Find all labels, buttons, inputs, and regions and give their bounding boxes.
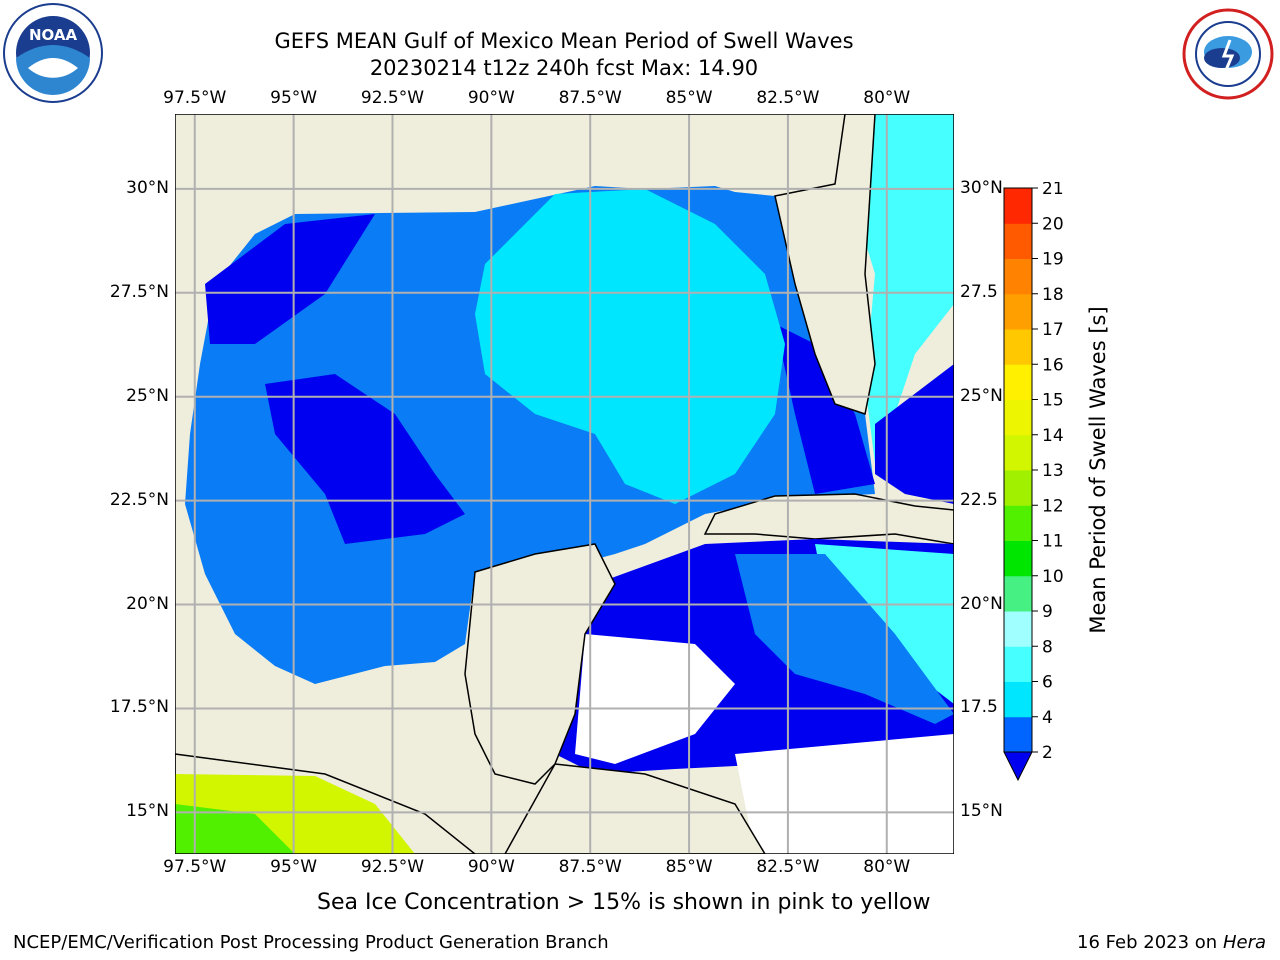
noaa-logo-text: NOAA [29, 26, 78, 44]
footer-credit: NCEP/EMC/Verification Post Processing Pr… [13, 932, 609, 953]
colorbar-tick-label: 8 [1042, 637, 1053, 657]
chart-subtitle: 20230214 t12z 240h fcst Max: 14.90 [369, 56, 759, 80]
lat-label-left: 27.5°N [109, 281, 169, 302]
lat-label-right: 25°N [960, 385, 1003, 406]
colorbar-label: Mean Period of Swell Waves [s] [1086, 306, 1110, 634]
colorbar-segment [1004, 611, 1032, 647]
colorbar-tick-label: 19 [1042, 250, 1064, 270]
caribbean-light [735, 554, 954, 724]
lat-label-right: 17.5 [960, 697, 998, 718]
missing-area [575, 634, 735, 764]
lat-label-left: 25°N [126, 385, 169, 406]
colorbar-segment [1004, 188, 1032, 224]
deep-blue-zone [775, 324, 875, 494]
lat-label-left: 15°N [126, 801, 169, 822]
lat-label-left: 22.5°N [109, 489, 169, 510]
colorbar-tick-label: 6 [1042, 673, 1053, 693]
sea-ice-caption: Sea Ice Concentration > 15% is shown in … [317, 890, 931, 915]
map-panel [175, 114, 954, 854]
lon-label-top: 90°W [467, 88, 515, 108]
colorbar-tick-label: 10 [1042, 567, 1064, 587]
colorbar-tick-label: 15 [1042, 391, 1064, 411]
colorbar-segment [1004, 364, 1032, 400]
lat-label-left: 30°N [126, 177, 169, 198]
colorbar-segment [1004, 223, 1032, 259]
colorbar-segment [1004, 505, 1032, 541]
lon-label-bottom: 90°W [467, 857, 515, 877]
lat-label-right: 22.5 [960, 489, 998, 510]
lon-label-top: 95°W [270, 88, 318, 108]
lon-label-bottom: 80°W [863, 857, 911, 877]
colorbar-extend-arrow [1003, 751, 1033, 782]
lon-label-bottom: 97.5°W [163, 857, 227, 877]
lat-label-right: 15°N [960, 801, 1003, 822]
colorbar-tick-label: 14 [1042, 426, 1064, 446]
colorbar-tick-label: 17 [1042, 320, 1064, 340]
lon-label-top: 87.5°W [558, 88, 622, 108]
lon-label-top: 82.5°W [756, 88, 820, 108]
lon-label-bottom: 92.5°W [360, 857, 425, 877]
colorbar-segment [1004, 434, 1032, 471]
lat-label-right: 30°N [960, 177, 1003, 198]
colorbar-tick-label: 11 [1042, 532, 1064, 552]
colorbar-segment [1004, 258, 1032, 295]
lat-label-left: 17.5°N [109, 697, 169, 718]
central-america [504, 763, 766, 854]
footer-date: 16 Feb 2023 on Hera [1077, 932, 1266, 953]
pacific-swell [175, 804, 295, 854]
lon-label-bottom: 82.5°W [756, 857, 820, 877]
colorbar-tick-label: 9 [1042, 602, 1053, 622]
lon-label-bottom: 87.5°W [558, 857, 622, 877]
deep-blue-zone [205, 214, 375, 344]
lat-label-right: 27.5 [960, 281, 998, 302]
missing-area [735, 734, 954, 854]
colorbar-tick-label: 2 [1042, 743, 1053, 763]
colorbar-tick-label: 21 [1042, 182, 1064, 199]
nws-logo [1182, 8, 1274, 100]
lon-label-bottom: 95°W [270, 857, 318, 877]
colorbar: 2 4 6 8 9 10 11 12 13 14 15 16 17 18 19 20 21 [1003, 182, 1064, 782]
lon-label-bottom: 85°W [665, 857, 713, 877]
chart-title: GEFS MEAN Gulf of Mexico Mean Period of … [274, 29, 854, 53]
cyan-zone [475, 189, 785, 504]
lon-label-top: 85°W [665, 88, 713, 108]
colorbar-segment [1004, 716, 1032, 753]
lat-label-right: 20°N [960, 593, 1003, 614]
lon-label-top: 92.5°W [360, 88, 425, 108]
colorbar-segment [1004, 681, 1032, 718]
colorbar-segment [1004, 540, 1032, 577]
lon-label-top: 97.5°W [163, 88, 227, 108]
colorbar-tick-label: 16 [1042, 355, 1064, 375]
lat-label-left: 20°N [126, 593, 169, 614]
lon-label-top: 80°W [863, 88, 911, 108]
cuba [703, 493, 954, 545]
colorbar-segment [1004, 470, 1032, 506]
colorbar-tick-label: 12 [1042, 496, 1064, 516]
colorbar-tick-label: 18 [1042, 285, 1064, 305]
colorbar-tick-label: 13 [1042, 461, 1064, 481]
colorbar-tick-label: 4 [1042, 708, 1053, 728]
atlantic-blue [875, 364, 954, 504]
colorbar-segment [1004, 646, 1032, 682]
colorbar-segment [1004, 329, 1032, 365]
colorbar-segment [1004, 293, 1032, 330]
colorbar-tick-label: 20 [1042, 214, 1064, 234]
noaa-logo: NOAA [3, 3, 103, 103]
colorbar-segment [1004, 575, 1032, 612]
graticule [175, 114, 954, 854]
footer-system: Hera [1222, 932, 1266, 953]
colorbar-segment [1004, 399, 1032, 436]
footer-date-text: 16 Feb 2023 on [1077, 932, 1218, 953]
